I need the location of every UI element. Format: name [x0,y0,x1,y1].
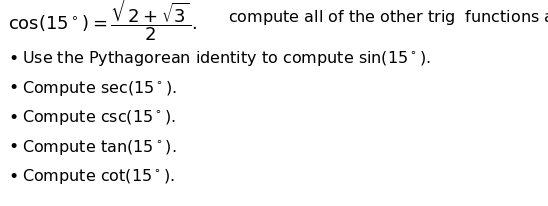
Text: •: • [8,109,18,126]
Text: Compute $\sec(15^\circ)$.: Compute $\sec(15^\circ)$. [22,79,177,97]
Text: Use the Pythagorean identity to compute $\sin(15^\circ)$.: Use the Pythagorean identity to compute … [22,49,431,68]
Text: Compute $\csc(15^\circ)$.: Compute $\csc(15^\circ)$. [22,108,176,127]
Text: •: • [8,79,18,97]
Text: compute all of the other trig  functions at  $15^\circ$.: compute all of the other trig functions … [218,8,548,27]
Text: $\cos(15^\circ) = \dfrac{\sqrt{2+\sqrt{3}}}{2}.$: $\cos(15^\circ) = \dfrac{\sqrt{2+\sqrt{3… [8,0,198,43]
Text: Compute $\cot(15^\circ)$.: Compute $\cot(15^\circ)$. [22,167,175,186]
Text: Compute $\tan(15^\circ)$.: Compute $\tan(15^\circ)$. [22,137,176,156]
Text: •: • [8,138,18,156]
Text: •: • [8,167,18,185]
Text: •: • [8,50,18,68]
